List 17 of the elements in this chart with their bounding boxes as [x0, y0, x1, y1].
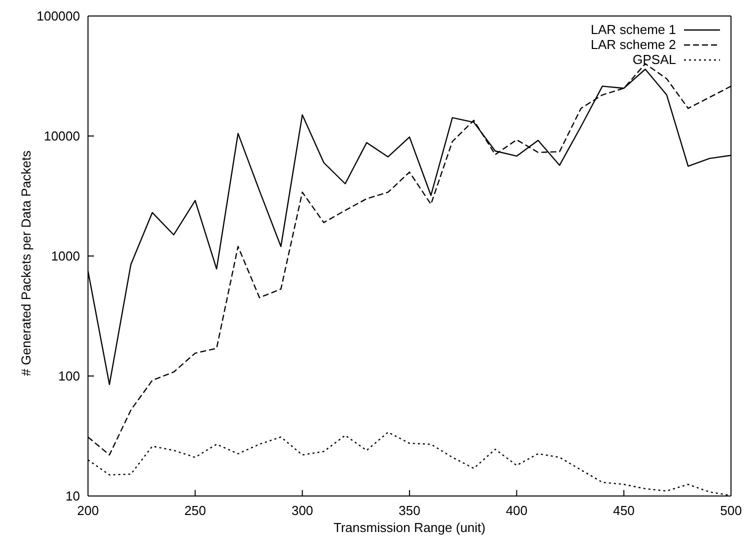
legend-label: LAR scheme 2	[590, 37, 676, 52]
x-tick-label: 250	[184, 503, 206, 518]
y-tick-label: 10000	[44, 128, 80, 144]
x-tick-label: 200	[77, 503, 99, 518]
y-tick-label: 100	[58, 368, 80, 384]
x-axis-title: Transmission Range (unit)	[334, 520, 486, 535]
legend-label: GPSAL	[632, 52, 676, 67]
x-tick-label: 400	[506, 503, 528, 518]
y-axis-title: # Generated Packets per Data Packets	[18, 150, 34, 376]
y-tick-label: 10	[66, 488, 80, 504]
x-tick-label: 500	[720, 503, 742, 518]
x-tick-label: 300	[291, 503, 314, 518]
legend-label: LAR scheme 1	[590, 22, 676, 37]
x-tick-label: 350	[398, 503, 420, 518]
y-tick-label: 100000	[36, 8, 80, 24]
y-tick-label: 1000	[51, 248, 80, 264]
x-tick-label: 450	[612, 503, 635, 518]
